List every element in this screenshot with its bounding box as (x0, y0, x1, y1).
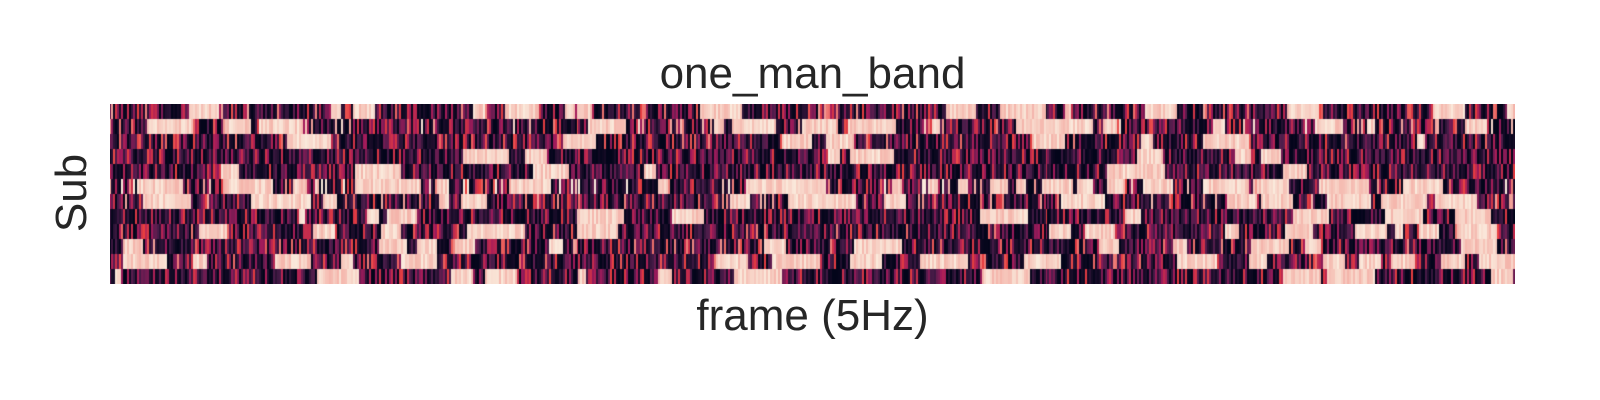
heatmap-plot-area (110, 104, 1515, 284)
y-axis-label: Sub (47, 153, 96, 233)
chart-title: one_man_band (659, 49, 966, 98)
x-axis-label: frame (5Hz) (696, 291, 929, 340)
